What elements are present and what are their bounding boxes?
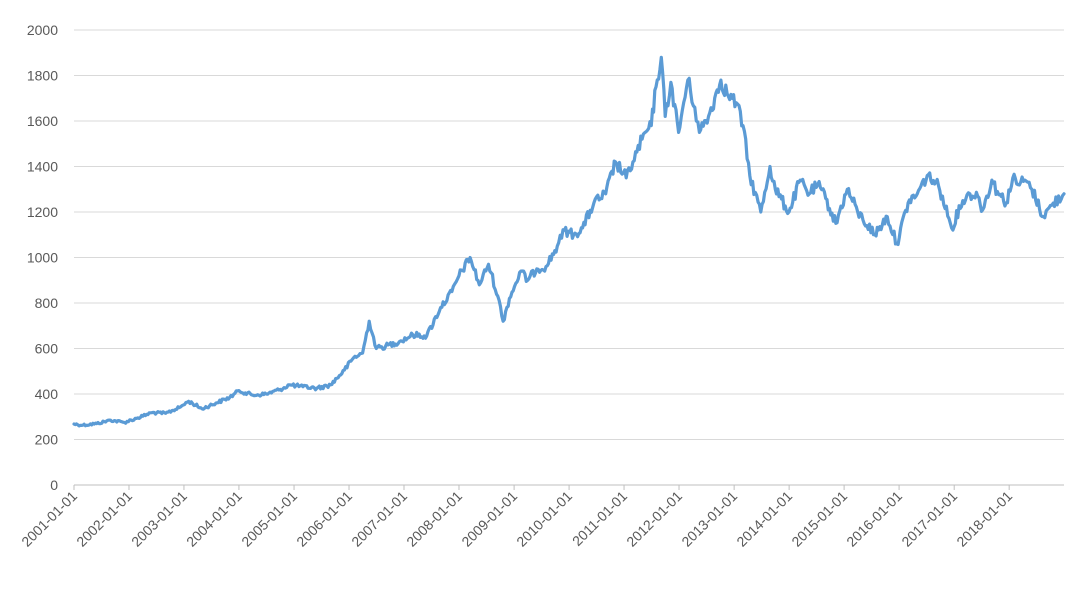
x-tick-label: 2001-01-01 [18, 488, 80, 550]
x-tick-label: 2008-01-01 [403, 488, 465, 550]
price-series-line [72, 55, 1066, 428]
x-tick-label: 2003-01-01 [128, 488, 190, 550]
x-tick-label: 2012-01-01 [623, 488, 685, 550]
y-tick-label: 400 [35, 386, 59, 402]
x-tick-label: 2005-01-01 [238, 488, 300, 550]
tick-labels: 0 200 400 600 800 1000 1200 1400 1600 1800 2000 200… [18, 22, 1015, 550]
x-tick-label: 2011-01-01 [569, 488, 630, 549]
y-tick-label: 0 [50, 477, 58, 493]
y-tick-label: 1600 [27, 113, 58, 129]
gridlines [74, 29, 1064, 440]
x-tick-label: 2015-01-01 [788, 488, 850, 550]
x-tick-label: 2017-01-01 [898, 488, 960, 550]
y-tick-label: 800 [35, 295, 59, 311]
x-tick-label: 2006-01-01 [293, 488, 355, 550]
x-tick-label: 2018-01-01 [953, 488, 1015, 550]
y-tick-label: 1800 [27, 68, 58, 84]
y-tick-label: 2000 [27, 22, 58, 38]
x-tick-label: 2009-01-01 [458, 488, 520, 550]
series-layer [72, 55, 1066, 428]
y-tick-label: 600 [35, 341, 59, 357]
axes [73, 484, 1064, 490]
x-tick-label: 2004-01-01 [183, 488, 245, 550]
x-tick-label: 2013-01-01 [678, 488, 740, 550]
x-tick-label: 2010-01-01 [513, 488, 575, 550]
x-tick-label: 2002-01-01 [73, 488, 135, 550]
y-tick-label: 200 [35, 432, 59, 448]
y-tick-label: 1200 [27, 204, 58, 220]
y-tick-label: 1000 [27, 250, 58, 266]
x-tick-label: 2007-01-01 [348, 488, 410, 550]
x-tick-label: 2016-01-01 [843, 488, 905, 550]
x-tick-label: 2014-01-01 [733, 488, 795, 550]
y-tick-label: 1400 [27, 159, 58, 175]
